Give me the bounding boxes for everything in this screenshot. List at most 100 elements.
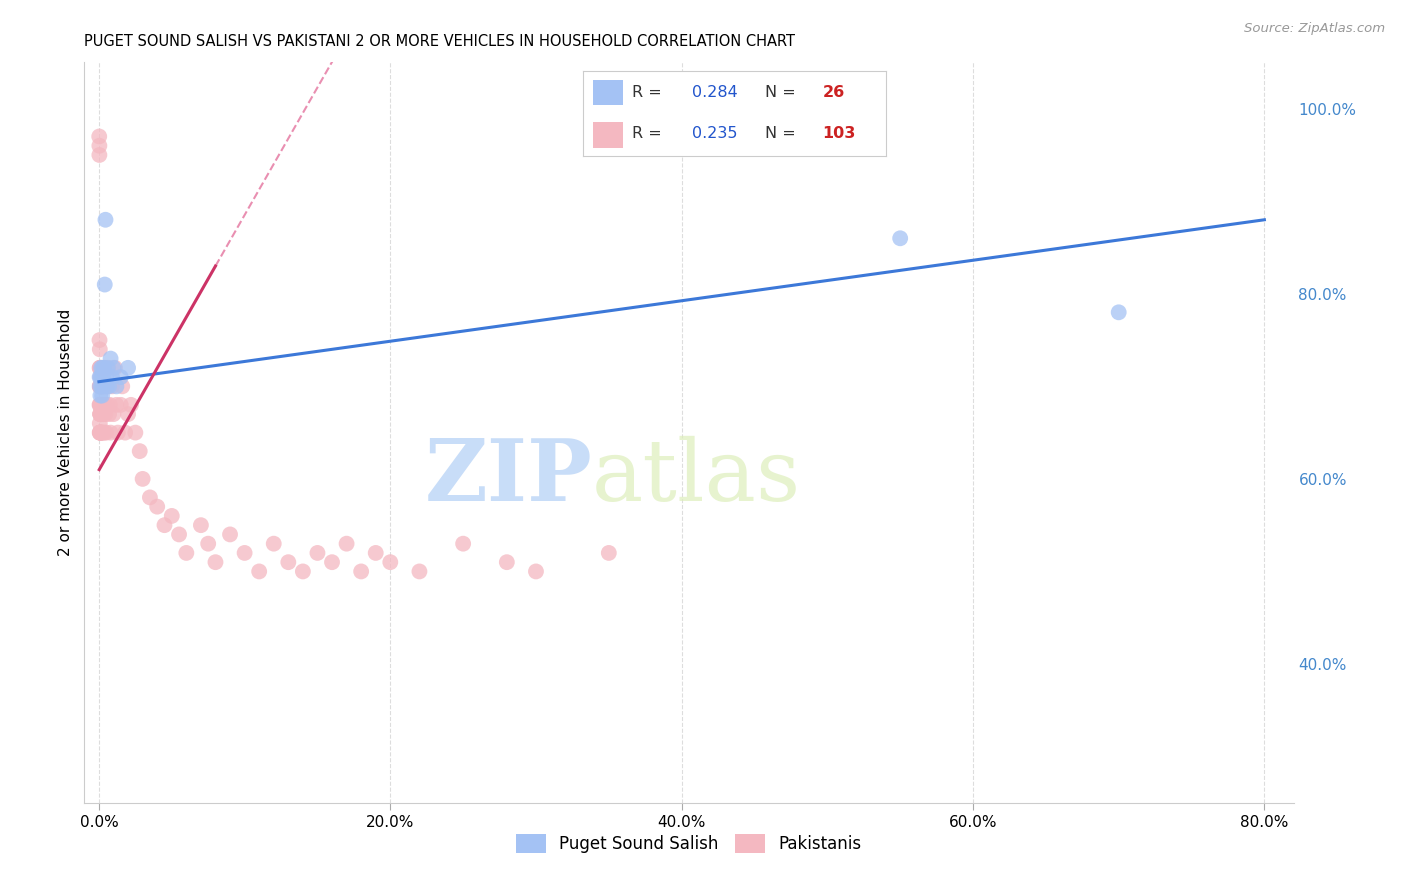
Point — [96, 425, 118, 440]
Point — [524, 565, 547, 579]
Point — [146, 500, 169, 514]
Point — [89, 360, 111, 375]
Point — [117, 407, 139, 421]
Point — [160, 508, 183, 523]
Point — [380, 555, 402, 569]
Point — [128, 444, 150, 458]
Point — [120, 398, 142, 412]
Point — [93, 360, 115, 375]
Point — [89, 370, 111, 384]
Point — [114, 425, 136, 440]
Point — [101, 379, 124, 393]
Point — [96, 398, 118, 412]
Point — [90, 425, 112, 440]
Point — [91, 379, 114, 393]
Point — [277, 555, 299, 569]
Point — [98, 398, 121, 412]
Point — [97, 379, 120, 393]
Point — [89, 425, 111, 440]
Point — [98, 379, 121, 393]
Point — [91, 398, 114, 412]
Point — [91, 370, 114, 384]
Point — [307, 546, 329, 560]
Point — [204, 555, 226, 569]
Point — [90, 425, 112, 440]
Point — [89, 407, 111, 421]
Point — [197, 536, 219, 550]
Point — [89, 360, 111, 375]
Point — [101, 370, 124, 384]
Point — [90, 398, 112, 412]
Point — [451, 536, 474, 550]
Point — [167, 527, 190, 541]
Point — [90, 379, 112, 393]
Point — [89, 360, 111, 375]
Point — [89, 388, 111, 402]
Text: N =: N = — [765, 85, 801, 100]
Text: N =: N = — [765, 126, 801, 141]
Point — [90, 398, 112, 412]
Point — [94, 398, 117, 412]
FancyBboxPatch shape — [592, 80, 623, 105]
Y-axis label: 2 or more Vehicles in Household: 2 or more Vehicles in Household — [58, 309, 73, 557]
Point — [90, 407, 112, 421]
Point — [94, 407, 117, 421]
Text: PUGET SOUND SALISH VS PAKISTANI 2 OR MORE VEHICLES IN HOUSEHOLD CORRELATION CHAR: PUGET SOUND SALISH VS PAKISTANI 2 OR MOR… — [84, 34, 796, 49]
Point — [495, 555, 517, 569]
Text: atlas: atlas — [592, 435, 801, 518]
FancyBboxPatch shape — [592, 122, 623, 147]
Point — [96, 379, 118, 393]
Point — [598, 546, 620, 560]
Point — [90, 360, 112, 375]
Point — [117, 360, 139, 375]
Point — [93, 407, 115, 421]
Point — [89, 398, 111, 412]
Point — [263, 536, 285, 550]
Point — [94, 360, 117, 375]
Point — [233, 546, 256, 560]
Point — [98, 407, 121, 421]
Point — [104, 360, 127, 375]
Point — [336, 536, 359, 550]
Point — [1108, 305, 1130, 319]
Point — [139, 491, 162, 505]
Point — [90, 425, 112, 440]
Point — [97, 360, 120, 375]
Point — [190, 518, 212, 533]
Point — [94, 379, 117, 393]
Point — [89, 379, 111, 393]
Point — [90, 398, 112, 412]
Point — [89, 425, 111, 440]
Point — [90, 360, 112, 375]
Point — [321, 555, 343, 569]
Point — [90, 407, 112, 421]
Text: Source: ZipAtlas.com: Source: ZipAtlas.com — [1244, 22, 1385, 36]
Point — [103, 360, 125, 375]
Point — [90, 360, 112, 375]
Point — [90, 407, 112, 421]
Point — [90, 360, 112, 375]
Text: R =: R = — [631, 85, 666, 100]
Point — [89, 333, 111, 347]
Point — [100, 425, 122, 440]
Point — [89, 379, 111, 393]
Point — [91, 360, 114, 375]
Point — [89, 407, 111, 421]
Point — [90, 379, 112, 393]
Point — [94, 277, 117, 292]
Point — [97, 360, 120, 375]
Point — [124, 425, 146, 440]
Point — [350, 565, 373, 579]
Point — [889, 231, 911, 245]
Point — [247, 565, 270, 579]
Point — [176, 546, 198, 560]
Text: 103: 103 — [823, 126, 856, 141]
Point — [105, 398, 128, 412]
Point — [96, 370, 118, 384]
Text: R =: R = — [631, 126, 666, 141]
Point — [91, 425, 114, 440]
Point — [89, 398, 111, 412]
Point — [408, 565, 430, 579]
Point — [131, 472, 153, 486]
Point — [93, 425, 115, 440]
